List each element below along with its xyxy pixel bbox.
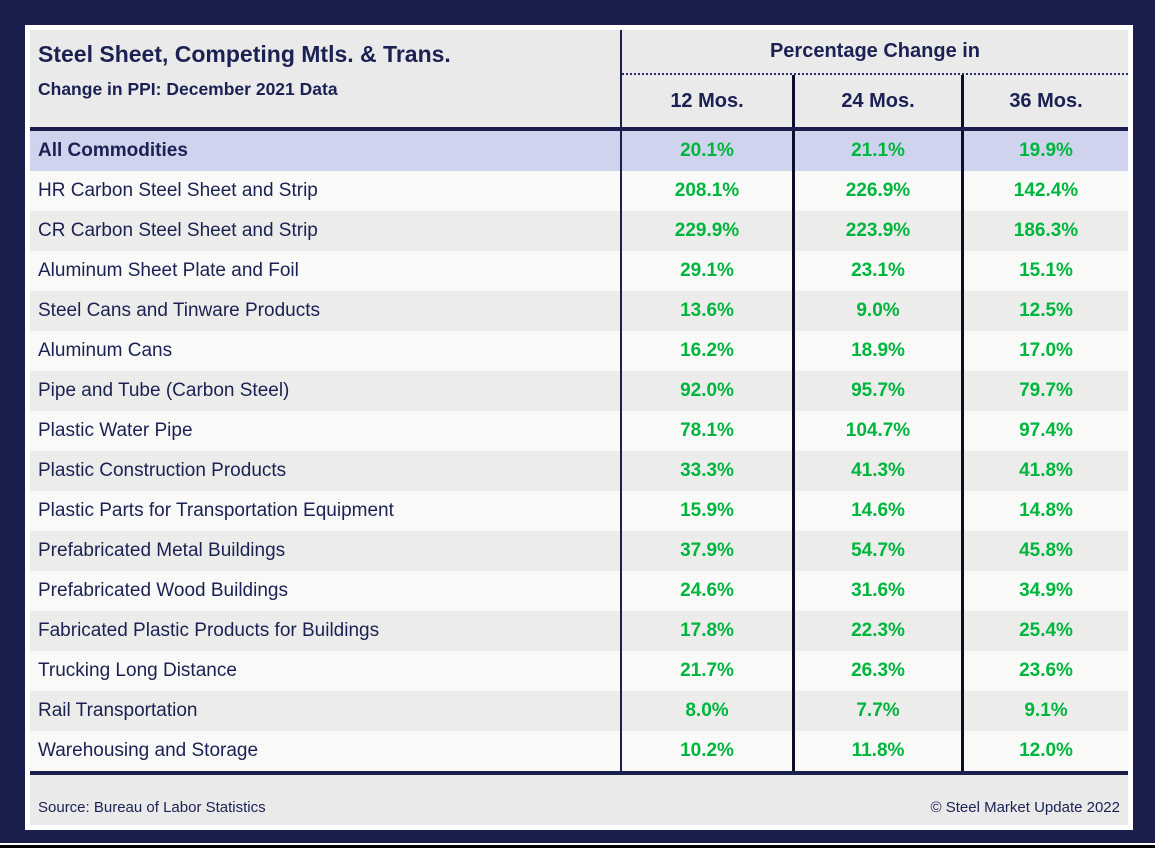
value-cell: 14.6% — [792, 491, 961, 531]
value-columns-header: Percentage Change in 12 Mos. 24 Mos. 36 … — [622, 30, 1128, 127]
table-row: Prefabricated Metal Buildings 37.9% 54.7% 4… — [30, 531, 1128, 571]
value-cell: 11.8% — [792, 731, 961, 771]
table-row: CR Carbon Steel Sheet and Strip 229.9% 223… — [30, 211, 1128, 251]
column-group-label: Percentage Change in — [622, 30, 1128, 75]
row-label: Pipe and Tube (Carbon Steel) — [30, 371, 622, 411]
value-cell: 34.9% — [961, 571, 1128, 611]
row-label: Aluminum Sheet Plate and Foil — [30, 251, 622, 291]
column-header-36mos: 36 Mos. — [961, 75, 1128, 127]
table-row: Plastic Construction Products 33.3% 41.3% 4… — [30, 451, 1128, 491]
value-cell: 8.0% — [685, 700, 729, 721]
table-row: All Commodities 20.1% 21.1% 19.9% — [30, 131, 1128, 171]
table-footer: Source: Bureau of Labor Statistics © Ste… — [30, 775, 1128, 825]
value-cell: 208.1% — [674, 180, 740, 201]
copyright-note: © Steel Market Update 2022 — [930, 799, 1121, 816]
table-row: Aluminum Cans 16.2% 18.9% 17.0% — [30, 331, 1128, 371]
row-label: Prefabricated Metal Buildings — [30, 531, 622, 571]
value-cell: 10.2% — [680, 740, 734, 761]
value-cell: 54.7% — [792, 531, 961, 571]
value-cell: 41.3% — [792, 451, 961, 491]
value-cell: 223.9% — [792, 211, 961, 251]
value-cell: 142.4% — [961, 171, 1128, 211]
ppi-table: Steel Sheet, Competing Mtls. & Trans. Ch… — [25, 25, 1133, 830]
table-subtitle: Change in PPI: December 2021 Data — [38, 79, 338, 100]
value-cell: 25.4% — [961, 611, 1128, 651]
table-row: Steel Cans and Tinware Products 13.6% 9.0%… — [30, 291, 1128, 331]
table-row: Prefabricated Wood Buildings 24.6% 31.6% 34… — [30, 571, 1128, 611]
screen-edge-white-line — [0, 843, 1155, 845]
column-header-24mos: 24 Mos. — [792, 75, 961, 127]
value-cell: 33.3% — [680, 460, 734, 481]
value-cell: 15.9% — [680, 500, 734, 521]
table-body: All Commodities 20.1% 21.1% 19.9% HR Carbon … — [30, 131, 1128, 771]
value-cell: 16.2% — [680, 340, 734, 361]
row-label: Plastic Water Pipe — [30, 411, 622, 451]
table-row: Fabricated Plastic Products for Building… — [30, 611, 1128, 651]
value-cell: 22.3% — [792, 611, 961, 651]
value-cell: 186.3% — [961, 211, 1128, 251]
column-header-12mos: 12 Mos. — [670, 89, 744, 112]
value-cell: 229.9% — [674, 220, 740, 241]
value-cell: 92.0% — [680, 380, 734, 401]
row-label: CR Carbon Steel Sheet and Strip — [30, 211, 622, 251]
value-cell: 21.1% — [792, 131, 961, 171]
row-label: Warehousing and Storage — [30, 731, 622, 771]
value-cell: 9.1% — [961, 691, 1128, 731]
value-cell: 12.0% — [961, 731, 1128, 771]
table-title: Steel Sheet, Competing Mtls. & Trans. — [38, 41, 451, 67]
value-cell: 17.0% — [961, 331, 1128, 371]
value-cell: 23.6% — [961, 651, 1128, 691]
value-cell: 14.8% — [961, 491, 1128, 531]
value-cell: 97.4% — [961, 411, 1128, 451]
value-cell: 104.7% — [792, 411, 961, 451]
table-header: Steel Sheet, Competing Mtls. & Trans. Ch… — [30, 30, 1128, 127]
column-headers: 12 Mos. 24 Mos. 36 Mos. — [622, 75, 1128, 127]
header-separator-line — [30, 127, 1128, 131]
value-cell: 17.8% — [680, 620, 734, 641]
value-cell: 9.0% — [792, 291, 961, 331]
row-label: Fabricated Plastic Products for Building… — [30, 611, 622, 651]
source-note: Source: Bureau of Labor Statistics — [38, 799, 266, 816]
row-label: Rail Transportation — [30, 691, 622, 731]
value-cell: 24.6% — [680, 580, 734, 601]
value-cell: 20.1% — [680, 140, 734, 161]
value-cell: 45.8% — [961, 531, 1128, 571]
row-label: Plastic Construction Products — [30, 451, 622, 491]
table-row: Pipe and Tube (Carbon Steel) 92.0% 95.7% 79… — [30, 371, 1128, 411]
row-label: All Commodities — [30, 131, 622, 171]
value-cell: 19.9% — [961, 131, 1128, 171]
value-cell: 41.8% — [961, 451, 1128, 491]
row-label: Trucking Long Distance — [30, 651, 622, 691]
value-cell: 226.9% — [792, 171, 961, 211]
title-block: Steel Sheet, Competing Mtls. & Trans. Ch… — [30, 30, 622, 127]
table-row: Trucking Long Distance 21.7% 26.3% 23.6% — [30, 651, 1128, 691]
value-cell: 79.7% — [961, 371, 1128, 411]
value-cell: 13.6% — [680, 300, 734, 321]
table-row: Aluminum Sheet Plate and Foil 29.1% 23.1% 1… — [30, 251, 1128, 291]
row-label: HR Carbon Steel Sheet and Strip — [30, 171, 622, 211]
value-cell: 26.3% — [792, 651, 961, 691]
value-cell: 21.7% — [680, 660, 734, 681]
footer-separator-line — [30, 771, 1128, 775]
value-cell: 29.1% — [680, 260, 734, 281]
table-row: Warehousing and Storage 10.2% 11.8% 12.0% — [30, 731, 1128, 771]
value-cell: 12.5% — [961, 291, 1128, 331]
row-label: Steel Cans and Tinware Products — [30, 291, 622, 331]
value-cell: 95.7% — [792, 371, 961, 411]
table-row: Plastic Parts for Transportation Equipme… — [30, 491, 1128, 531]
screen-edge-black-line — [0, 845, 1155, 848]
value-cell: 23.1% — [792, 251, 961, 291]
row-label: Prefabricated Wood Buildings — [30, 571, 622, 611]
value-cell: 37.9% — [680, 540, 734, 561]
value-cell: 31.6% — [792, 571, 961, 611]
table-row: Rail Transportation 8.0% 7.7% 9.1% — [30, 691, 1128, 731]
value-cell: 18.9% — [792, 331, 961, 371]
value-cell: 7.7% — [792, 691, 961, 731]
table-row: HR Carbon Steel Sheet and Strip 208.1% 226… — [30, 171, 1128, 211]
table-row: Plastic Water Pipe 78.1% 104.7% 97.4% — [30, 411, 1128, 451]
value-cell: 15.1% — [961, 251, 1128, 291]
row-label: Plastic Parts for Transportation Equipme… — [30, 491, 622, 531]
value-cell: 78.1% — [680, 420, 734, 441]
row-label: Aluminum Cans — [30, 331, 622, 371]
